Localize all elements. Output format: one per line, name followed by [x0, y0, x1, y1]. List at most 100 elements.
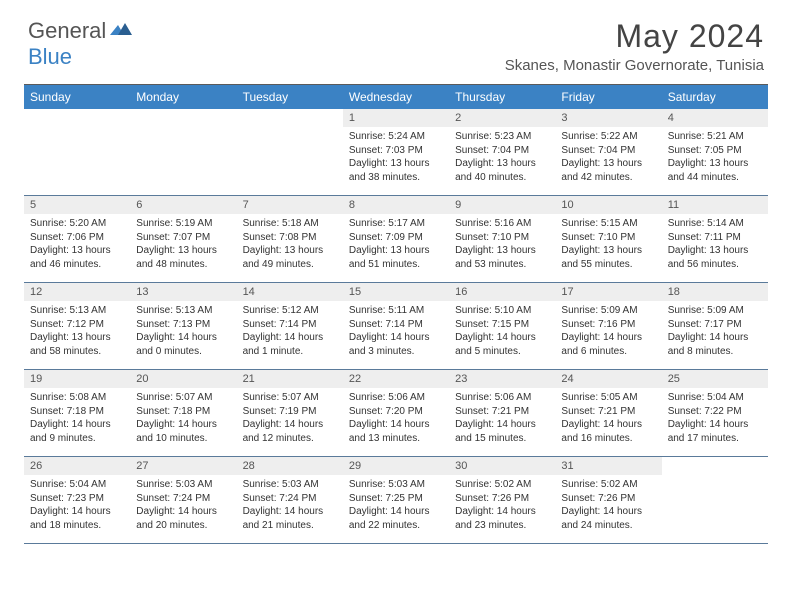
sunrise-text: Sunrise: 5:02 AM	[561, 478, 655, 492]
logo-sub: Blue	[28, 44, 72, 70]
day-body: Sunrise: 5:03 AMSunset: 7:25 PMDaylight:…	[343, 475, 449, 538]
month-title: May 2024	[505, 18, 764, 55]
day-body: Sunrise: 5:03 AMSunset: 7:24 PMDaylight:…	[237, 475, 343, 538]
day-cell: 5Sunrise: 5:20 AMSunset: 7:06 PMDaylight…	[24, 196, 130, 282]
sunrise-text: Sunrise: 5:24 AM	[349, 130, 443, 144]
day-number: 17	[555, 283, 661, 301]
sunrise-text: Sunrise: 5:06 AM	[455, 391, 549, 405]
sunset-text: Sunset: 7:07 PM	[136, 231, 230, 245]
day-body: Sunrise: 5:04 AMSunset: 7:22 PMDaylight:…	[662, 388, 768, 451]
sunset-text: Sunset: 7:26 PM	[455, 492, 549, 506]
title-block: May 2024 Skanes, Monastir Governorate, T…	[505, 18, 764, 74]
day-cell: 13Sunrise: 5:13 AMSunset: 7:13 PMDayligh…	[130, 283, 236, 369]
sunrise-text: Sunrise: 5:20 AM	[30, 217, 124, 231]
day-number: 6	[130, 196, 236, 214]
sunrise-text: Sunrise: 5:16 AM	[455, 217, 549, 231]
day-number: 23	[449, 370, 555, 388]
day-body: Sunrise: 5:11 AMSunset: 7:14 PMDaylight:…	[343, 301, 449, 364]
day-number: 1	[343, 109, 449, 127]
day-cell: 18Sunrise: 5:09 AMSunset: 7:17 PMDayligh…	[662, 283, 768, 369]
sunrise-text: Sunrise: 5:13 AM	[30, 304, 124, 318]
weeks-container: 1Sunrise: 5:24 AMSunset: 7:03 PMDaylight…	[24, 109, 768, 544]
sunrise-text: Sunrise: 5:02 AM	[455, 478, 549, 492]
sunset-text: Sunset: 7:22 PM	[668, 405, 762, 419]
daylight-text: Daylight: 13 hours and 38 minutes.	[349, 157, 443, 184]
day-cell: 14Sunrise: 5:12 AMSunset: 7:14 PMDayligh…	[237, 283, 343, 369]
day-cell: 15Sunrise: 5:11 AMSunset: 7:14 PMDayligh…	[343, 283, 449, 369]
sunset-text: Sunset: 7:04 PM	[561, 144, 655, 158]
daylight-text: Daylight: 13 hours and 56 minutes.	[668, 244, 762, 271]
day-cell: 20Sunrise: 5:07 AMSunset: 7:18 PMDayligh…	[130, 370, 236, 456]
day-cell: 9Sunrise: 5:16 AMSunset: 7:10 PMDaylight…	[449, 196, 555, 282]
sunrise-text: Sunrise: 5:14 AM	[668, 217, 762, 231]
day-cell: 1 Sunrise: 5:24 AMSunset: 7:03 PMDaylight…	[343, 109, 449, 195]
day-number: 25	[662, 370, 768, 388]
day-cell: 21Sunrise: 5:07 AMSunset: 7:19 PMDayligh…	[237, 370, 343, 456]
sunset-text: Sunset: 7:14 PM	[349, 318, 443, 332]
day-number: 8	[343, 196, 449, 214]
day-cell: 12Sunrise: 5:13 AMSunset: 7:12 PMDayligh…	[24, 283, 130, 369]
daylight-text: Daylight: 14 hours and 3 minutes.	[349, 331, 443, 358]
dow-row: Sunday Monday Tuesday Wednesday Thursday…	[24, 85, 768, 109]
day-body: Sunrise: 5:21 AMSunset: 7:05 PMDaylight:…	[662, 127, 768, 190]
day-cell: 19Sunrise: 5:08 AMSunset: 7:18 PMDayligh…	[24, 370, 130, 456]
dow-monday: Monday	[130, 85, 236, 109]
sunset-text: Sunset: 7:18 PM	[136, 405, 230, 419]
sunrise-text: Sunrise: 5:18 AM	[243, 217, 337, 231]
day-number: 18	[662, 283, 768, 301]
sunset-text: Sunset: 7:03 PM	[349, 144, 443, 158]
day-number	[130, 109, 236, 115]
day-cell: 4Sunrise: 5:21 AMSunset: 7:05 PMDaylight…	[662, 109, 768, 195]
week-row: 1 Sunrise: 5:24 AMSunset: 7:03 PMDaylight…	[24, 109, 768, 196]
week-row: 19Sunrise: 5:08 AMSunset: 7:18 PMDayligh…	[24, 370, 768, 457]
sunset-text: Sunset: 7:05 PM	[668, 144, 762, 158]
sunrise-text: Sunrise: 5:05 AM	[561, 391, 655, 405]
daylight-text: Daylight: 14 hours and 22 minutes.	[349, 505, 443, 532]
sunrise-text: Sunrise: 5:13 AM	[136, 304, 230, 318]
day-cell: 3Sunrise: 5:22 AMSunset: 7:04 PMDaylight…	[555, 109, 661, 195]
sunrise-text: Sunrise: 5:11 AM	[349, 304, 443, 318]
dow-saturday: Saturday	[662, 85, 768, 109]
sunset-text: Sunset: 7:16 PM	[561, 318, 655, 332]
day-body: Sunrise: 5:12 AMSunset: 7:14 PMDaylight:…	[237, 301, 343, 364]
day-body: Sunrise: 5:06 AMSunset: 7:20 PMDaylight:…	[343, 388, 449, 451]
day-body: Sunrise: 5:15 AMSunset: 7:10 PMDaylight:…	[555, 214, 661, 277]
daylight-text: Daylight: 14 hours and 0 minutes.	[136, 331, 230, 358]
sunrise-text: Sunrise: 5:04 AM	[30, 478, 124, 492]
day-cell: 29Sunrise: 5:03 AMSunset: 7:25 PMDayligh…	[343, 457, 449, 543]
day-cell: 31Sunrise: 5:02 AMSunset: 7:26 PMDayligh…	[555, 457, 661, 543]
day-body: Sunrise: 5:22 AMSunset: 7:04 PMDaylight:…	[555, 127, 661, 190]
sunrise-text: Sunrise: 5:17 AM	[349, 217, 443, 231]
day-number: 9	[449, 196, 555, 214]
daylight-text: Daylight: 14 hours and 5 minutes.	[455, 331, 549, 358]
day-body: Sunrise: 5:13 AMSunset: 7:13 PMDaylight:…	[130, 301, 236, 364]
daylight-text: Daylight: 14 hours and 13 minutes.	[349, 418, 443, 445]
day-cell: 28Sunrise: 5:03 AMSunset: 7:24 PMDayligh…	[237, 457, 343, 543]
day-cell: 22Sunrise: 5:06 AMSunset: 7:20 PMDayligh…	[343, 370, 449, 456]
day-body: Sunrise: 5:16 AMSunset: 7:10 PMDaylight:…	[449, 214, 555, 277]
day-body: Sunrise: 5:04 AMSunset: 7:23 PMDaylight:…	[24, 475, 130, 538]
daylight-text: Daylight: 14 hours and 8 minutes.	[668, 331, 762, 358]
daylight-text: Daylight: 13 hours and 49 minutes.	[243, 244, 337, 271]
day-cell: 25Sunrise: 5:04 AMSunset: 7:22 PMDayligh…	[662, 370, 768, 456]
sunrise-text: Sunrise: 5:12 AM	[243, 304, 337, 318]
dow-wednesday: Wednesday	[343, 85, 449, 109]
sunset-text: Sunset: 7:11 PM	[668, 231, 762, 245]
daylight-text: Daylight: 14 hours and 21 minutes.	[243, 505, 337, 532]
day-number: 26	[24, 457, 130, 475]
day-cell	[237, 109, 343, 195]
day-cell: 2Sunrise: 5:23 AMSunset: 7:04 PMDaylight…	[449, 109, 555, 195]
daylight-text: Daylight: 13 hours and 51 minutes.	[349, 244, 443, 271]
day-number	[662, 457, 768, 463]
daylight-text: Daylight: 14 hours and 9 minutes.	[30, 418, 124, 445]
day-body: Sunrise: 5:14 AMSunset: 7:11 PMDaylight:…	[662, 214, 768, 277]
daylight-text: Daylight: 14 hours and 20 minutes.	[136, 505, 230, 532]
week-row: 12Sunrise: 5:13 AMSunset: 7:12 PMDayligh…	[24, 283, 768, 370]
day-number: 15	[343, 283, 449, 301]
sunrise-text: Sunrise: 5:10 AM	[455, 304, 549, 318]
day-cell: 8Sunrise: 5:17 AMSunset: 7:09 PMDaylight…	[343, 196, 449, 282]
day-number	[24, 109, 130, 115]
day-cell: 23Sunrise: 5:06 AMSunset: 7:21 PMDayligh…	[449, 370, 555, 456]
sunrise-text: Sunrise: 5:04 AM	[668, 391, 762, 405]
day-number: 13	[130, 283, 236, 301]
